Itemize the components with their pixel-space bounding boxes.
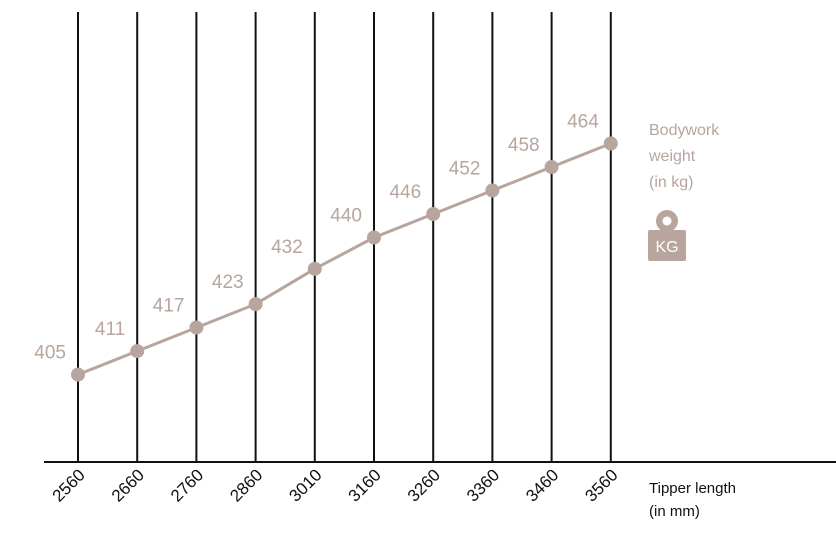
data-point (367, 230, 381, 245)
value-label: 446 (389, 182, 421, 203)
data-point (248, 297, 263, 312)
x-tick-label: 2760 (167, 465, 207, 505)
data-point (71, 367, 85, 382)
value-label: 464 (567, 112, 599, 133)
y-axis-label-line-1: Bodywork (649, 122, 720, 139)
x-tick-label: 3010 (285, 465, 325, 505)
data-point (130, 344, 145, 359)
x-tick-label: 3160 (345, 465, 385, 505)
data-point (603, 136, 618, 151)
data-point (485, 183, 500, 198)
value-label: 405 (34, 343, 66, 364)
data-points (71, 136, 618, 382)
kg-weight-icon-label: KG (655, 239, 678, 256)
data-point (307, 261, 322, 276)
y-axis-label-line-3: (in kg) (649, 174, 693, 191)
bodywork-weight-line (76, 142, 613, 377)
y-axis-label-line-2: weight (648, 148, 696, 165)
value-label: 432 (271, 237, 303, 258)
value-label: 417 (153, 296, 185, 317)
y-axis-label: Bodywork weight (in kg) (648, 122, 720, 191)
value-label: 458 (508, 135, 540, 156)
data-point (189, 320, 204, 335)
value-label: 411 (95, 319, 125, 340)
value-labels: 405 411 417 423 432 440 446 452 458 464 (34, 112, 599, 364)
x-tick-label: 3460 (522, 465, 562, 505)
kg-weight-icon-body (648, 230, 686, 261)
x-tick-label: 2660 (108, 465, 148, 505)
x-tick-label: 3260 (404, 465, 444, 505)
data-point (426, 207, 441, 221)
vertical-grid-lines (77, 12, 612, 462)
x-tick-label: 2860 (226, 465, 266, 505)
value-label: 423 (212, 272, 244, 293)
data-point (544, 160, 559, 174)
x-tick-label: 3560 (581, 465, 621, 505)
kg-weight-icon-handle-hole (662, 216, 672, 226)
x-tick-label: 2560 (49, 465, 89, 505)
value-label: 452 (449, 159, 481, 180)
x-axis-label-line-2: (in mm) (649, 503, 700, 520)
kg-weight-icon: KG (648, 210, 686, 261)
x-tick-label: 3360 (463, 465, 503, 505)
x-tick-labels: 2560 2660 2760 2860 3010 3160 3260 3360 3460 3560 (49, 465, 622, 505)
value-label: 440 (330, 206, 362, 227)
x-axis-label-line-1: Tipper length (649, 480, 736, 497)
x-axis-label: Tipper length (in mm) (649, 480, 736, 520)
